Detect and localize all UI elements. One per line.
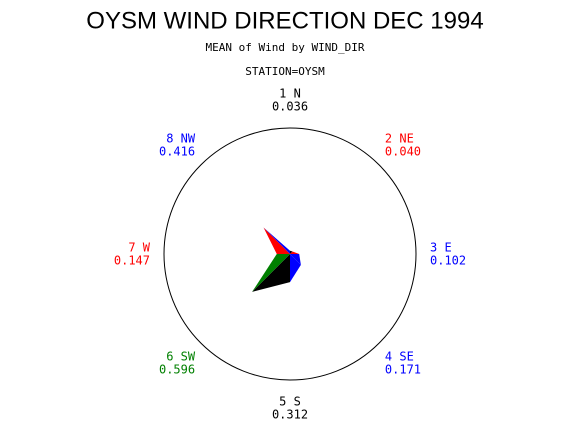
category-label: 3 E <box>430 241 452 255</box>
star-slice <box>290 250 293 254</box>
chart-subtitle: MEAN of Wind by WIND_DIR <box>206 41 365 54</box>
category-label: 8 NW <box>166 132 196 146</box>
chart-title: OYSM WIND DIRECTION DEC 1994 <box>86 7 483 34</box>
category-label: 5 S <box>279 395 301 409</box>
outer-circle <box>163 127 417 381</box>
star-slice <box>263 227 290 254</box>
station-label: STATION=OYSM <box>245 65 325 78</box>
value-label: 0.036 <box>272 100 308 114</box>
star-slice <box>290 251 300 254</box>
star-slice <box>263 227 290 254</box>
category-label: 6 SW <box>166 349 196 363</box>
category-label: 1 N <box>279 87 301 101</box>
value-label: 0.312 <box>272 408 308 422</box>
category-label: 7 W <box>128 241 150 255</box>
category-label: 4 SE <box>385 349 414 363</box>
category-label: 2 NE <box>385 132 414 146</box>
star-slice <box>290 254 301 283</box>
value-label: 0.596 <box>159 362 195 376</box>
value-label: 0.040 <box>385 145 421 159</box>
value-label: 0.416 <box>159 145 195 159</box>
value-label: 0.102 <box>430 254 466 268</box>
star-slice <box>252 254 290 292</box>
value-label: 0.147 <box>114 254 150 268</box>
value-label: 0.171 <box>385 362 421 376</box>
